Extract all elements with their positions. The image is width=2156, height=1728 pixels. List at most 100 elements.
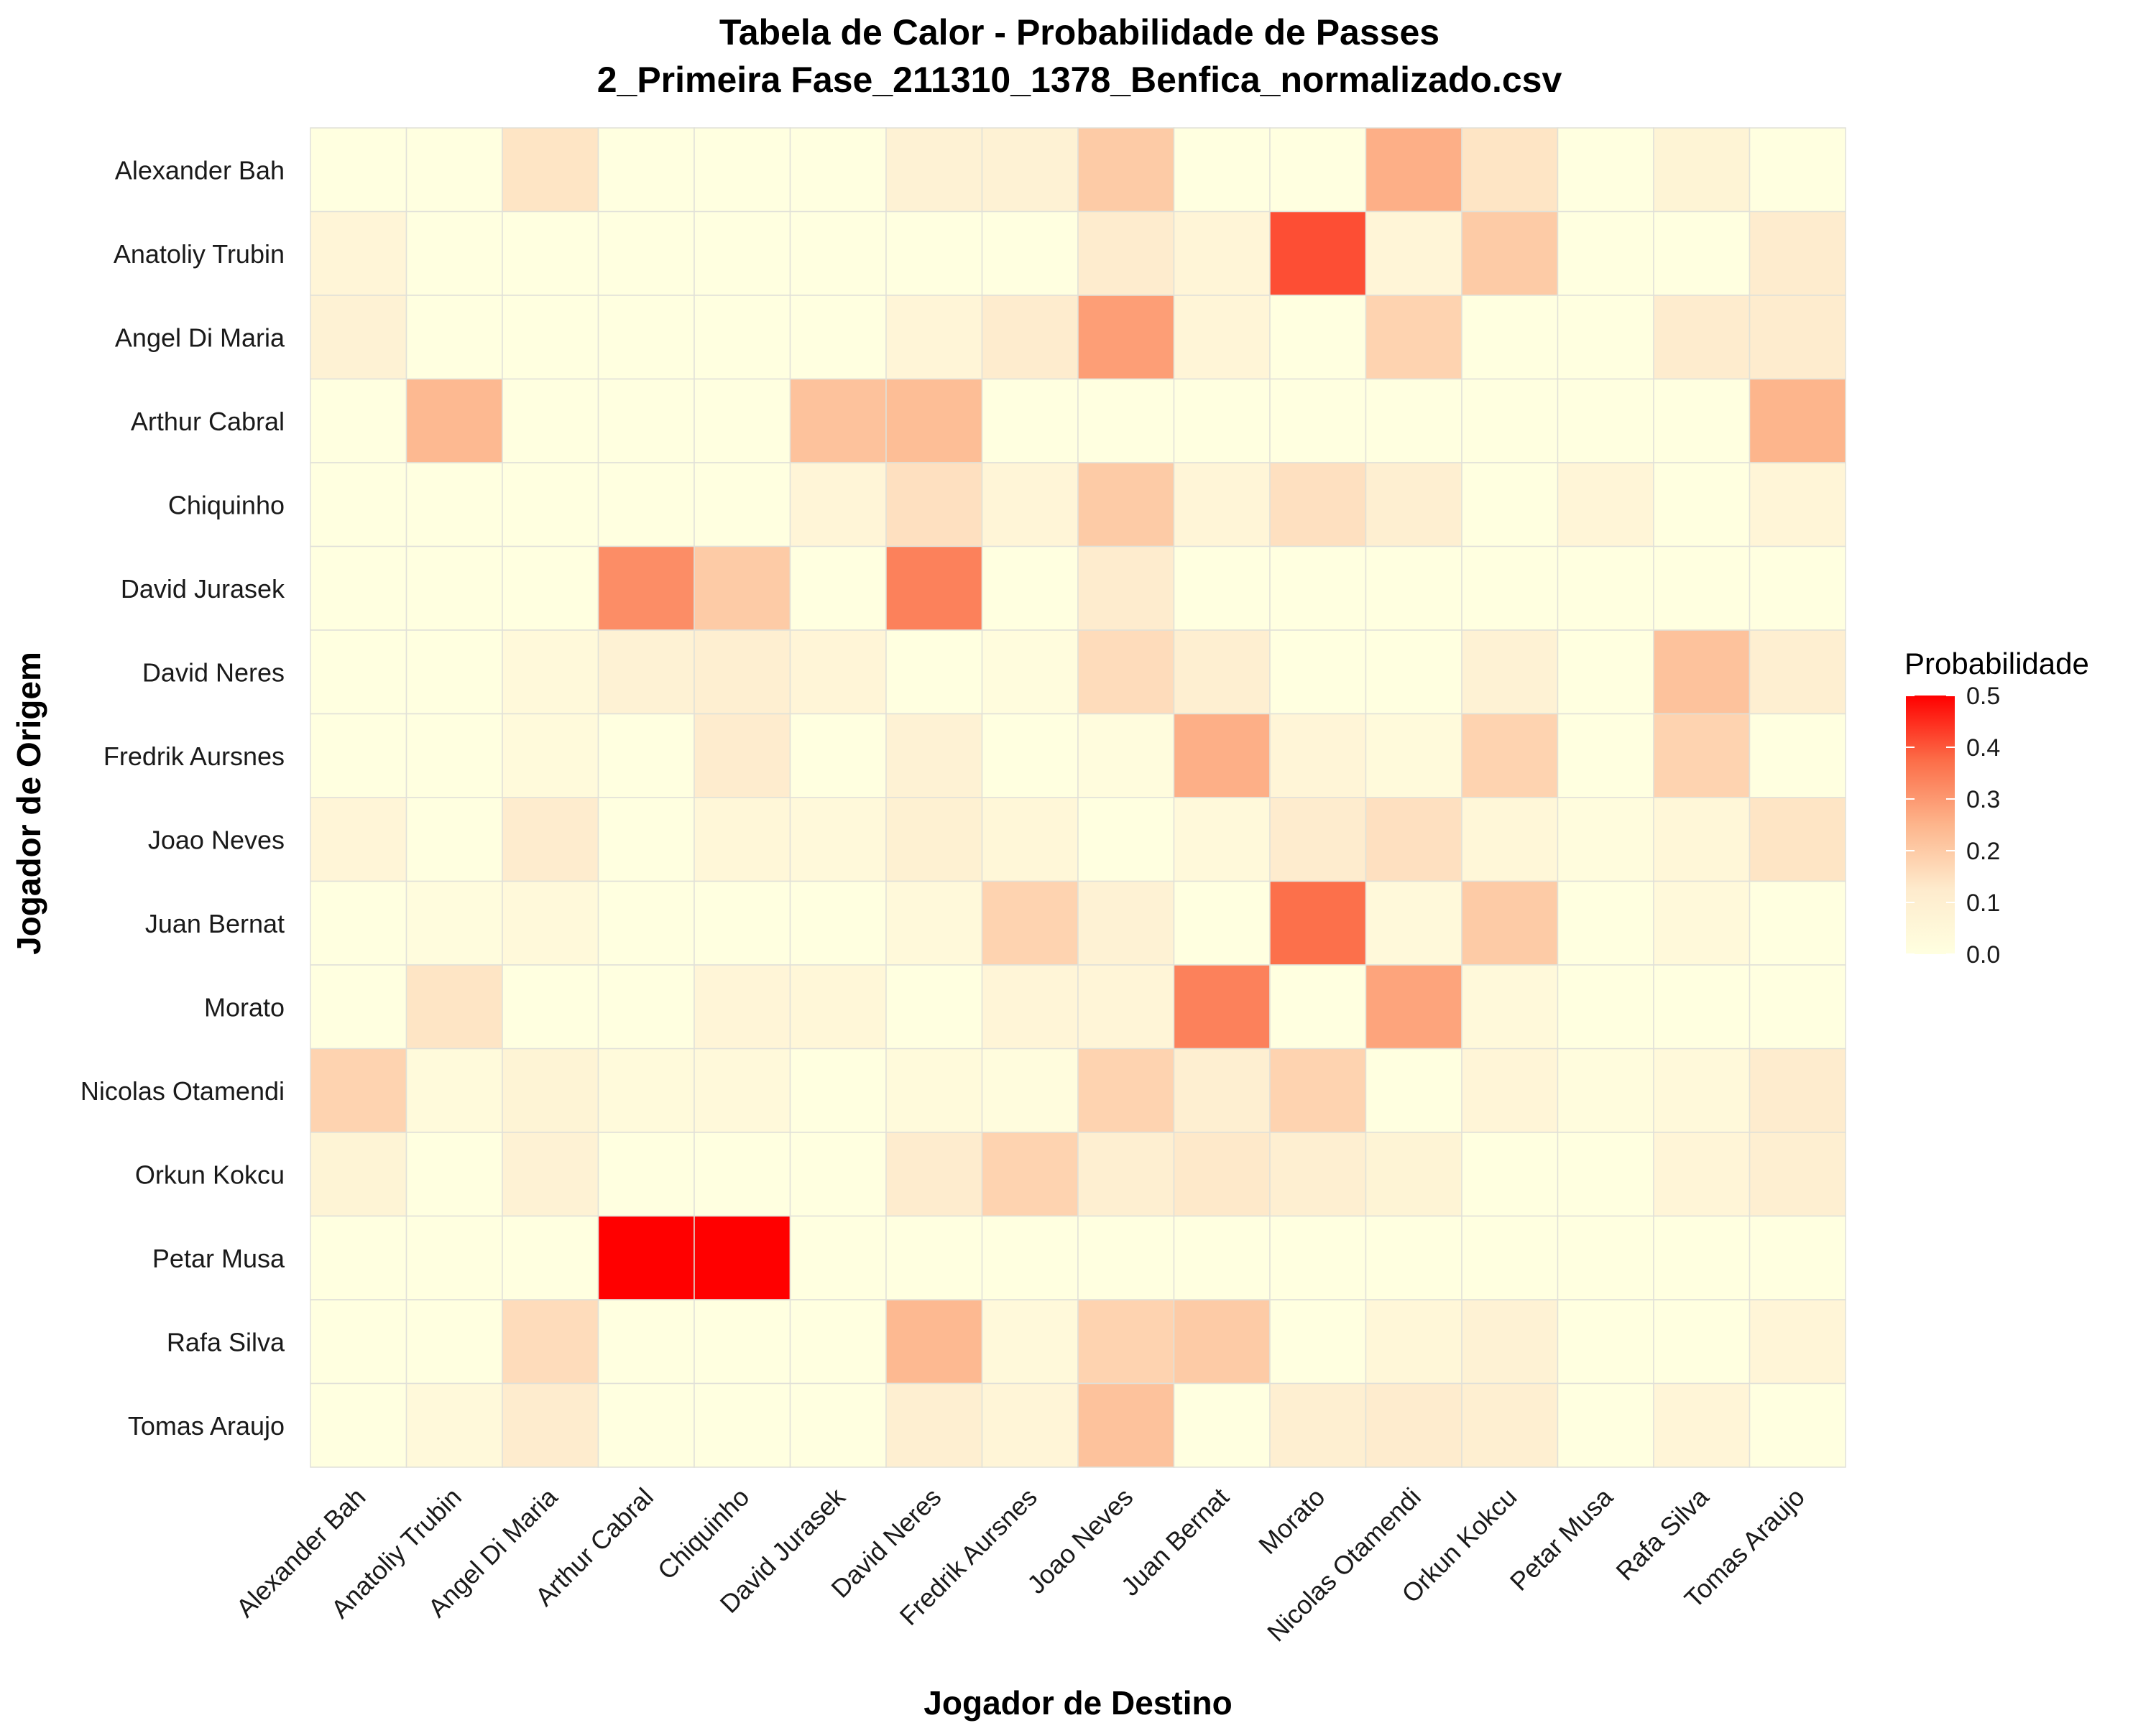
heatmap-cell (1173, 1382, 1271, 1468)
heatmap-cell (1173, 1215, 1271, 1300)
heatmap-cell (1365, 713, 1462, 798)
heatmap-cell (1557, 629, 1654, 715)
heatmap-cell (405, 797, 503, 882)
heatmap-cell (310, 1215, 407, 1300)
heatmap-cell (885, 1132, 983, 1217)
heatmap-cell (502, 713, 599, 798)
heatmap-cell (885, 127, 983, 213)
heatmap-cell (1269, 1132, 1367, 1217)
heatmap-cell (1365, 880, 1462, 966)
heatmap-cell (1749, 629, 1846, 715)
legend-tick-label: 0.1 (1966, 890, 2000, 917)
heatmap-cell (1173, 127, 1271, 213)
heatmap-cell (885, 1299, 983, 1385)
heatmap-cell (1461, 295, 1559, 380)
heatmap-cell (1269, 880, 1367, 966)
heatmap-cell (1557, 713, 1654, 798)
heatmap-cell (885, 1382, 983, 1468)
y-tick-label: Angel Di Maria (115, 323, 285, 352)
y-tick-label: Alexander Bah (115, 155, 285, 185)
heatmap-cell (1365, 1048, 1462, 1133)
heatmap-cell (502, 1382, 599, 1468)
heatmap-cell (1173, 797, 1271, 882)
heatmap-cell (1365, 1299, 1462, 1385)
heatmap-cell (1269, 1299, 1367, 1385)
heatmap-cell (1749, 211, 1846, 296)
heatmap-cell (1269, 211, 1367, 296)
heatmap-cell (981, 1215, 1079, 1300)
heatmap-cell (502, 462, 599, 547)
heatmap-cell (1653, 462, 1751, 547)
heatmap-cell (1365, 629, 1462, 715)
heatmap-cell (405, 629, 503, 715)
legend-tick-label: 0.3 (1966, 786, 2000, 813)
heatmap-cell (1749, 1132, 1846, 1217)
heatmap-cell (981, 964, 1079, 1050)
heatmap-cell (1749, 462, 1846, 547)
heatmap-cell (502, 1048, 599, 1133)
heatmap-cell (1077, 964, 1175, 1050)
heatmap-cell (1653, 295, 1751, 380)
heatmap-cell (789, 127, 887, 213)
heatmap-cell (1749, 1299, 1846, 1385)
chart-subtitle: 2_Primeira Fase_211310_1378_Benfica_norm… (597, 60, 1562, 100)
heatmap-cell (1077, 880, 1175, 966)
heatmap-cell (789, 880, 887, 966)
y-tick-label: Petar Musa (152, 1244, 285, 1273)
heatmap-cell (1365, 1215, 1462, 1300)
heatmap-cell (694, 1048, 791, 1133)
heatmap-cell (694, 797, 791, 882)
heatmap-cell (981, 713, 1079, 798)
legend-tick-label: 0.4 (1966, 734, 2000, 762)
heatmap-cell (597, 713, 695, 798)
y-tick-label: Morato (204, 992, 285, 1022)
heatmap-cell (502, 1132, 599, 1217)
chart-title: Tabela de Calor - Probabilidade de Passe… (719, 12, 1439, 52)
heatmap-cell (694, 713, 791, 798)
heatmap-cell (1749, 127, 1846, 213)
heatmap-cell (885, 462, 983, 547)
heatmap-cell (1653, 880, 1751, 966)
heatmap-cell (981, 629, 1079, 715)
heatmap-cell (1077, 378, 1175, 463)
heatmap-cell (502, 211, 599, 296)
heatmap-cell (694, 1382, 791, 1468)
heatmap-cell (694, 964, 791, 1050)
heatmap-cell (981, 211, 1079, 296)
heatmap-cell (597, 1215, 695, 1300)
heatmap-cell (1749, 880, 1846, 966)
heatmap-cell (1173, 545, 1271, 631)
heatmap-cell (1557, 462, 1654, 547)
heatmap-cell (1365, 797, 1462, 882)
heatmap-cell (502, 295, 599, 380)
heatmap-cell (1077, 629, 1175, 715)
heatmap-cell (1173, 1048, 1271, 1133)
heatmap-cell (1269, 713, 1367, 798)
heatmap-cell (885, 1215, 983, 1300)
heatmap-cell (981, 295, 1079, 380)
heatmap-cell (1653, 127, 1751, 213)
heatmap-cell (1173, 1132, 1271, 1217)
legend-tick-label: 0.2 (1966, 838, 2000, 865)
heatmap-cell (981, 1132, 1079, 1217)
heatmap-cell (1077, 211, 1175, 296)
heatmap-cell (694, 127, 791, 213)
heatmap-cell (405, 295, 503, 380)
heatmap-cell (1269, 1048, 1367, 1133)
heatmap-cell (789, 462, 887, 547)
heatmap-cell (597, 629, 695, 715)
heatmap-cell (1269, 1382, 1367, 1468)
heatmap-cell (1365, 1132, 1462, 1217)
heatmap-cell (405, 1048, 503, 1133)
heatmap-cell (1173, 629, 1271, 715)
heatmap-cell (1461, 1215, 1559, 1300)
heatmap-cell (694, 462, 791, 547)
heatmap-cell (885, 964, 983, 1050)
heatmap-cell (981, 127, 1079, 213)
heatmap-cell (694, 211, 791, 296)
heatmap-cell (1269, 629, 1367, 715)
heatmap-cell (405, 1132, 503, 1217)
heatmap-cell (1365, 211, 1462, 296)
heatmap-cell (502, 629, 599, 715)
